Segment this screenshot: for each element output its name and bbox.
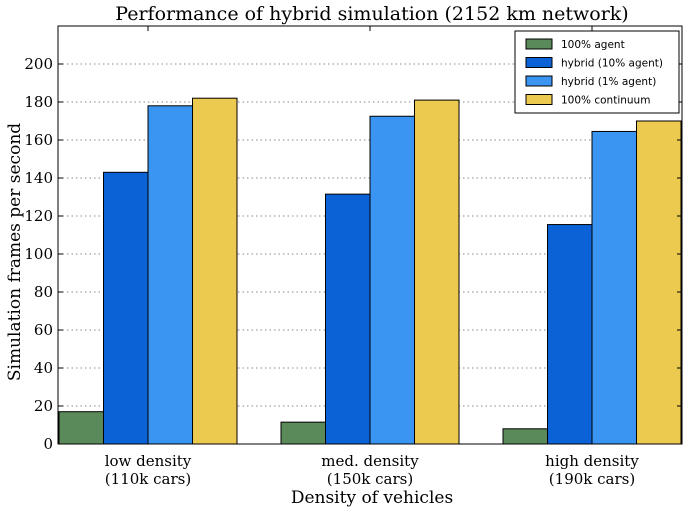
bar	[147, 105, 193, 445]
y-tick-label: 20	[34, 397, 53, 415]
y-tick-label: 40	[34, 359, 53, 377]
y-tick-label: 0	[43, 435, 53, 453]
legend-swatch	[525, 38, 553, 50]
legend-swatch	[525, 57, 553, 68]
axis-ticks	[58, 26, 682, 445]
legend-label: 100% agent	[561, 39, 625, 51]
bar	[502, 428, 548, 445]
y-tick-label: 80	[34, 283, 53, 301]
bar	[414, 99, 460, 445]
x-tick-label: (150k cars)	[327, 470, 413, 488]
x-axis-label: Density of vehicles	[291, 488, 453, 508]
bar	[591, 130, 637, 445]
bar	[325, 193, 371, 445]
y-tick-label: 120	[24, 207, 53, 225]
x-tick-label: high density	[545, 452, 639, 470]
legend: 100% agent hybrid (10% agent) hybrid (1% a…	[514, 30, 680, 114]
legend-label: 100% continuum	[561, 95, 650, 107]
bar	[192, 97, 238, 445]
x-tick-label: (190k cars)	[549, 470, 635, 488]
x-tick-labels: low density(110k cars) med. density(150k …	[105, 452, 640, 488]
y-tick-label: 160	[24, 131, 53, 149]
legend-swatch	[525, 75, 553, 87]
y-tick-label: 200	[24, 55, 53, 73]
y-tick-label: 140	[24, 169, 53, 187]
x-tick-label: low density	[105, 452, 192, 470]
bar	[547, 224, 593, 445]
y-axis-label: Simulation frames per second	[5, 123, 25, 381]
y-tick-label: 60	[34, 321, 53, 339]
bar	[280, 421, 326, 445]
legend-label: hybrid (1% agent)	[561, 76, 656, 88]
legend-label: hybrid (10% agent)	[561, 58, 663, 70]
y-tick-label: 180	[24, 93, 53, 111]
y-tick-labels: 0 20 40 60 80 100 120 140 160 180 200	[24, 55, 53, 453]
legend-swatch	[525, 94, 553, 105]
x-tick-label: (110k cars)	[105, 470, 191, 488]
y-tick-label: 100	[24, 245, 53, 263]
bar	[636, 120, 682, 445]
bar	[103, 171, 149, 445]
bars	[58, 97, 682, 445]
bar	[369, 115, 415, 445]
x-tick-label: med. density	[321, 452, 419, 470]
bar	[58, 411, 104, 445]
chart-title: Performance of hybrid simulation (2152 k…	[115, 3, 628, 25]
